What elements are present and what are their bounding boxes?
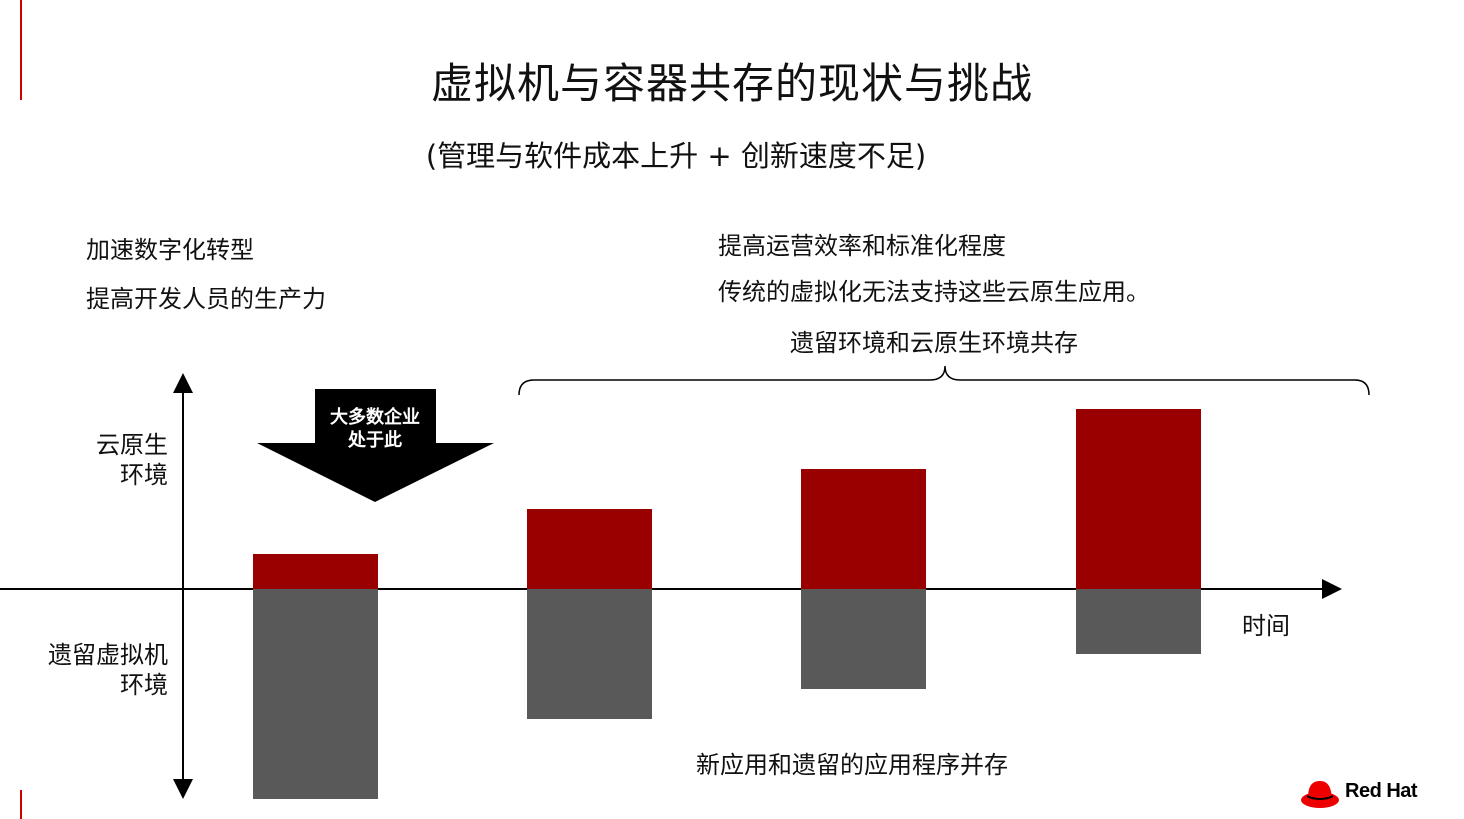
accent-line-bottom	[20, 790, 22, 819]
cloud-native-bar-2	[527, 509, 652, 589]
legacy-bar-2	[527, 589, 652, 719]
legacy-bar-1	[253, 589, 378, 799]
right-note-2: 传统的虚拟化无法支持这些云原生应用。	[718, 278, 1150, 306]
right-note-1: 提高运营效率和标准化程度	[718, 232, 1006, 260]
bottom-label: 新应用和遗留的应用程序并存	[696, 751, 1008, 779]
page-title: 虚拟机与容器共存的现状与挑战	[430, 59, 1033, 108]
redhat-logo: Red Hat	[1300, 776, 1440, 816]
cloud-native-bar-4	[1076, 409, 1201, 589]
left-note-1: 加速数字化转型	[86, 236, 254, 264]
page-subtitle: (管理与软件成本上升 + 创新速度不足)	[425, 139, 927, 173]
cloud-native-bar-1	[253, 554, 378, 589]
callout-arrow	[257, 389, 494, 502]
logo-text: Red Hat	[1345, 780, 1418, 802]
redhat-hat-icon	[1301, 781, 1339, 808]
y-axis-bottom-label-line1: 遗留虚拟机	[48, 641, 168, 669]
y-axis-bottom-label: 遗留虚拟机 环境	[8, 640, 168, 700]
brace	[518, 365, 1370, 396]
y-axis-top-label-line1: 云原生	[96, 431, 168, 459]
x-axis-label: 时间	[1242, 612, 1290, 640]
legacy-bar-4	[1076, 589, 1201, 654]
left-note-2: 提高开发人员的生产力	[86, 285, 326, 313]
callout-line1: 大多数企业	[330, 407, 420, 428]
y-axis-top-label-line2: 环境	[120, 461, 168, 489]
callout-line2: 处于此	[348, 430, 402, 451]
bars-group	[253, 409, 1201, 799]
y-axis-top-label: 云原生 环境	[8, 430, 168, 490]
cloud-native-bar-3	[801, 469, 926, 589]
y-axis-bottom-label-line2: 环境	[120, 671, 168, 699]
accent-line-top	[20, 0, 22, 100]
legacy-bar-3	[801, 589, 926, 689]
callout-label: 大多数企业 处于此	[315, 406, 435, 452]
brace-label: 遗留环境和云原生环境共存	[790, 329, 1078, 357]
